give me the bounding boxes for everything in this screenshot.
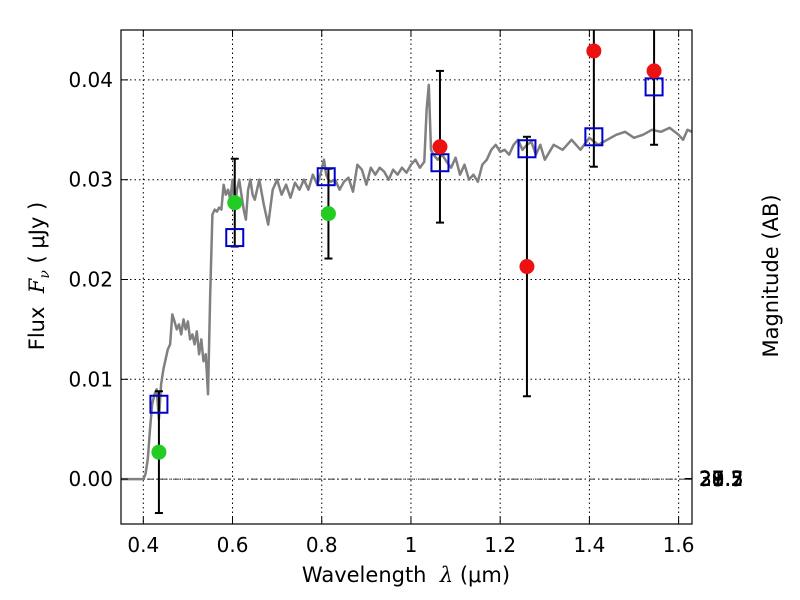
observed-flux-point xyxy=(646,63,662,79)
observed-flux-point xyxy=(586,43,602,59)
right-tick-label: 28 xyxy=(699,467,724,491)
right-tick-label: 30 xyxy=(699,467,724,491)
x-tick-label: 1.2 xyxy=(484,533,516,557)
right-tick-label: 27.7 xyxy=(699,467,744,491)
right-tick-label: 29 xyxy=(699,467,724,491)
template-flux-square xyxy=(225,228,245,248)
y-axis-label-prefix: Flux xyxy=(25,293,49,350)
template-flux-square xyxy=(316,167,336,187)
y-tick-label: 0.01 xyxy=(68,367,113,391)
right-tick-label: 28.2 xyxy=(699,467,744,491)
right-tick-label: 29.5 xyxy=(699,467,744,491)
x-axis-label: Wavelength λ (μm) xyxy=(302,563,510,587)
right-tick-label: 28.5 xyxy=(699,467,744,491)
right-tick-label: 31 xyxy=(699,467,724,491)
x-tick-label: 0.4 xyxy=(127,533,159,557)
x-tick-label: 0.6 xyxy=(217,533,249,557)
observed-flux-point xyxy=(227,195,243,211)
template-flux-square xyxy=(517,139,537,159)
y-tick-label: 0.04 xyxy=(68,68,113,92)
axes-frame xyxy=(120,29,693,525)
y-tick-label: 0.00 xyxy=(68,467,113,491)
x-tick-label: 1.4 xyxy=(573,533,605,557)
observed-flux-point xyxy=(519,259,535,275)
right-tick-label: 27.3 xyxy=(699,467,744,491)
y-axis-label-subscript: ν xyxy=(37,270,53,279)
y-axis-label: Flux Fν ( μJy ) xyxy=(25,202,53,351)
y-tick-label: 0.03 xyxy=(68,168,113,192)
y-axis-ticks: 0.00 0.01 0.02 0.03 0.04 xyxy=(68,68,128,491)
x-tick-label: 1 xyxy=(405,533,418,557)
observed-flux-point xyxy=(320,206,336,222)
x-tick-label: 0.8 xyxy=(306,533,338,557)
x-axis-ticks: 0.4 0.6 0.8 1 1.2 1.4 1.6 xyxy=(127,30,695,557)
y-tick-label: 0.02 xyxy=(68,267,113,291)
observed-flux-point xyxy=(151,444,167,460)
x-axis-label-symbol: λ xyxy=(439,563,453,587)
y-axis-label-symbol: F xyxy=(25,277,49,294)
template-flux-square xyxy=(584,127,604,147)
template-flux-markers xyxy=(149,77,664,414)
observed-flux-markers xyxy=(151,43,662,460)
x-axis-label-units: (μm) xyxy=(453,563,510,587)
plot-frame xyxy=(120,29,693,525)
observed-flux-point xyxy=(432,139,448,155)
right-tick-label: 27.5 xyxy=(699,467,744,491)
y-axis-label-units: ( μJy ) xyxy=(25,202,49,270)
template-flux-square xyxy=(149,394,169,414)
x-tick-label: 1.6 xyxy=(663,533,695,557)
x-axis-label-prefix: Wavelength xyxy=(302,563,440,587)
right-axis-label: Magnitude (AB) xyxy=(759,194,783,357)
